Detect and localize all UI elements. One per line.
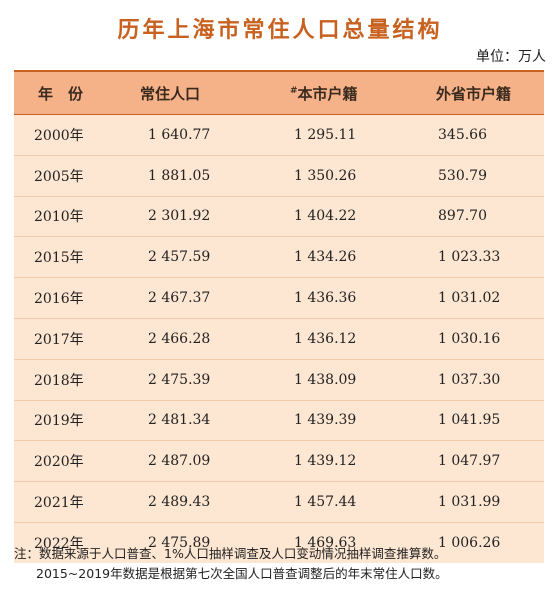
cell-year: 2017年 bbox=[34, 331, 84, 348]
cell-local: 1 438.09 bbox=[294, 371, 357, 388]
table-row: 2020年 2 487.09 1 439.12 1 047.97 bbox=[14, 441, 544, 483]
cell-outside: 1 023.33 bbox=[438, 249, 501, 266]
cell-outside: 1 037.30 bbox=[438, 371, 501, 388]
cell-resident: 2 466.28 bbox=[148, 330, 211, 347]
table-row: 2022年 2 475.89 1 469.63 1 006.26 bbox=[14, 523, 544, 563]
cell-year: 2005年 bbox=[34, 168, 84, 185]
cell-year: 2015年 bbox=[34, 250, 84, 267]
unit-label: 单位：万人 bbox=[476, 49, 546, 65]
table-row: 2010年 2 301.92 1 404.22 897.70 bbox=[14, 197, 544, 238]
cell-outside: 1 047.97 bbox=[438, 453, 501, 470]
cell-resident: 2 475.39 bbox=[148, 371, 211, 388]
cell-outside: 1 030.16 bbox=[438, 330, 501, 347]
cell-resident: 1 881.05 bbox=[148, 167, 211, 184]
table-row: 2005年 1 881.05 1 350.26 530.79 bbox=[14, 156, 544, 197]
cell-outside: 897.70 bbox=[438, 208, 487, 225]
cell-resident: 2 457.59 bbox=[148, 249, 211, 266]
table-row: 2019年 2 481.34 1 439.39 1 041.95 bbox=[14, 401, 544, 442]
cell-year: 2022年 bbox=[34, 535, 84, 552]
cell-outside: 1 006.26 bbox=[438, 534, 501, 551]
cell-resident: 2 301.92 bbox=[148, 208, 211, 225]
footnote-line-1: 注：数据来源于人口普查、1%人口抽样调查及人口变动情况抽样调查推算数。 bbox=[14, 546, 447, 561]
header-local-label: 本市户籍 bbox=[297, 84, 358, 103]
cell-resident: 2 481.34 bbox=[148, 412, 211, 429]
page-title: 历年上海市常住人口总量结构 bbox=[117, 18, 443, 43]
cell-resident: 2 487.09 bbox=[148, 453, 211, 470]
cell-local: 1 436.12 bbox=[294, 330, 357, 347]
table-body: 2000年 1 640.77 1 295.11 345.66 2005年 1 881.05… bbox=[14, 115, 544, 563]
cell-year: 2020年 bbox=[34, 454, 84, 471]
header-year: 年 份 bbox=[38, 84, 84, 103]
cell-year: 2021年 bbox=[34, 495, 84, 512]
table-row: 2016年 2 467.37 1 436.36 1 031.02 bbox=[14, 278, 544, 319]
cell-year: 2000年 bbox=[34, 127, 84, 144]
cell-local: 1 434.26 bbox=[294, 249, 357, 266]
header-local-mark: # bbox=[290, 85, 298, 96]
table-row: 2018年 2 475.39 1 438.09 1 037.30 bbox=[14, 360, 544, 401]
footnote-line-2: 2015~2019年数据是根据第七次全国人口普查调整后的年末常住人口数。 bbox=[36, 566, 448, 581]
cell-outside: 1 041.95 bbox=[438, 412, 501, 429]
cell-year: 2010年 bbox=[34, 209, 84, 226]
cell-outside: 1 031.99 bbox=[438, 494, 501, 511]
cell-outside: 530.79 bbox=[438, 167, 487, 184]
cell-outside: 345.66 bbox=[438, 126, 487, 143]
header-outside: 外省市户籍 bbox=[436, 84, 512, 103]
table-header: 年 份 常住人口 #本市户籍 外省市户籍 bbox=[14, 70, 544, 115]
cell-year: 2016年 bbox=[34, 291, 84, 308]
footnote: 注：数据来源于人口普查、1%人口抽样调查及人口变动情况抽样调查推算数。 2015… bbox=[14, 544, 554, 584]
cell-resident: 2 489.43 bbox=[148, 494, 211, 511]
cell-local: 1 439.39 bbox=[294, 412, 357, 429]
header-local: #本市户籍 bbox=[258, 83, 398, 104]
cell-resident: 2 475.89 bbox=[148, 534, 211, 551]
table-row: 2000年 1 640.77 1 295.11 345.66 bbox=[14, 115, 544, 156]
cell-year: 2019年 bbox=[34, 413, 84, 430]
cell-local: 1 469.63 bbox=[294, 534, 357, 551]
cell-year: 2018年 bbox=[34, 372, 84, 389]
cell-local: 1 457.44 bbox=[294, 494, 357, 511]
cell-resident: 2 467.37 bbox=[148, 290, 211, 307]
table-row: 2015年 2 457.59 1 434.26 1 023.33 bbox=[14, 237, 544, 279]
cell-local: 1 295.11 bbox=[294, 126, 357, 143]
table-row: 2021年 2 489.43 1 457.44 1 031.99 bbox=[14, 482, 544, 523]
population-table: 年 份 常住人口 #本市户籍 外省市户籍 2000年 1 640.77 1 295.… bbox=[14, 70, 544, 563]
cell-resident: 1 640.77 bbox=[148, 126, 211, 143]
table-row: 2017年 2 466.28 1 436.12 1 030.16 bbox=[14, 319, 544, 360]
cell-outside: 1 031.02 bbox=[438, 290, 501, 307]
cell-local: 1 350.26 bbox=[294, 167, 357, 184]
cell-local: 1 404.22 bbox=[294, 208, 357, 225]
cell-local: 1 439.12 bbox=[294, 453, 357, 470]
header-resident: 常住人口 bbox=[140, 84, 201, 103]
cell-local: 1 436.36 bbox=[294, 290, 357, 307]
